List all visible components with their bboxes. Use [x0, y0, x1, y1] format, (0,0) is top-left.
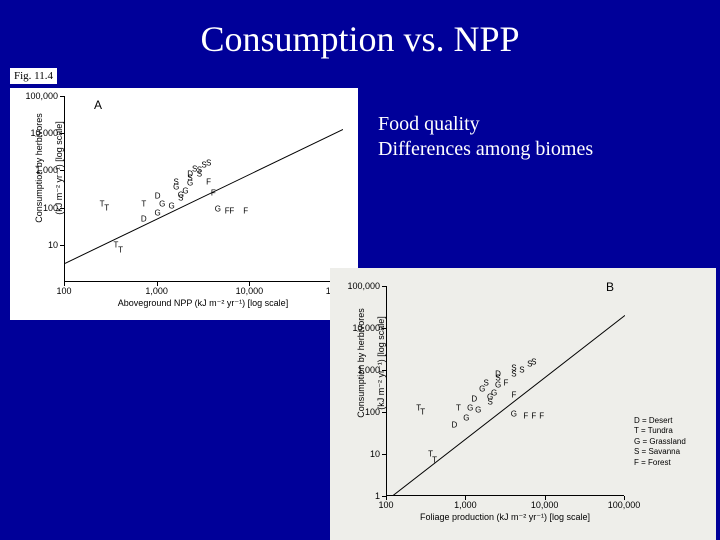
data-point: T — [432, 456, 437, 465]
tick-y — [382, 454, 386, 455]
data-point: F — [539, 412, 544, 421]
data-point: G — [495, 380, 501, 389]
data-point: G — [463, 414, 469, 423]
data-point: F — [531, 412, 536, 421]
trend-line — [65, 129, 343, 263]
data-point: D — [495, 370, 501, 379]
data-point: S — [531, 357, 536, 366]
legend-b: D = DesertT = TundraG = GrasslandS = Sav… — [634, 416, 686, 468]
data-point: G — [475, 405, 481, 414]
subtitle: Food quality Differences among biomes — [378, 112, 593, 162]
tick-label-y: 1,000 — [18, 165, 58, 175]
data-point: D — [141, 214, 147, 223]
tick-label-x: 100,000 — [604, 500, 644, 510]
tick-label-y: 1,000 — [340, 365, 380, 375]
tick-y — [60, 96, 64, 97]
trend-line — [387, 315, 625, 496]
slide-title: Consumption vs. NPP — [0, 0, 720, 60]
data-point: G — [187, 179, 193, 188]
tick-y — [382, 370, 386, 371]
tick-label-x: 1,000 — [445, 500, 485, 510]
subtitle-line1: Food quality — [378, 112, 593, 137]
trendline-b — [387, 286, 625, 496]
tick-label-y: 100 — [340, 407, 380, 417]
data-point: S — [483, 378, 488, 387]
data-point: F — [243, 207, 248, 216]
data-point: G — [511, 410, 517, 419]
data-point: G — [155, 209, 161, 218]
tick-y — [60, 245, 64, 246]
tick-label-y: 100,000 — [18, 91, 58, 101]
tick-y — [60, 208, 64, 209]
tick-label-x: 10,000 — [525, 500, 565, 510]
data-point: S — [519, 366, 524, 375]
chart-panel-a: A TTTTDTDGGGGSSGGSDGSSSSSFFGFFF Consumpt… — [10, 88, 358, 320]
tick-label-y: 100,000 — [340, 281, 380, 291]
xlabel-a: Aboveground NPP (kJ m⁻² yr⁻¹) [log scale… — [64, 298, 342, 309]
tick-y — [382, 412, 386, 413]
tick-label-y: 100 — [18, 203, 58, 213]
data-point: F — [504, 378, 509, 387]
tick-y — [60, 133, 64, 134]
data-point: T — [456, 403, 461, 412]
legend-item: G = Grassland — [634, 437, 686, 447]
data-point: T — [118, 246, 123, 255]
legend-item: T = Tundra — [634, 426, 686, 436]
plot-area-a: TTTTDTDGGGGSSGGSDGSSSSSFFGFFF — [64, 96, 342, 282]
subtitle-line2: Differences among biomes — [378, 137, 593, 162]
data-point: D — [471, 395, 477, 404]
data-point: T — [104, 203, 109, 212]
data-point: F — [523, 412, 528, 421]
data-point: F — [211, 188, 216, 197]
tick-label-y: 10,000 — [18, 128, 58, 138]
plot-area-b: TTTTDTGGDGGSSGGSDGFSFSGSFSSFF — [386, 286, 624, 496]
legend-item: S = Savanna — [634, 447, 686, 457]
data-point: G — [467, 403, 473, 412]
tick-label-y: 10,000 — [340, 323, 380, 333]
tick-label-x: 100 — [44, 286, 84, 296]
figure-label: Fig. 11.4 — [10, 68, 57, 84]
data-point: T — [141, 199, 146, 208]
data-point: S — [174, 177, 179, 186]
tick-label-y: 10 — [18, 240, 58, 250]
chart-panel-b: B TTTTDTGGDGGSSGGSDGFSFSGSFSSFF Consumpt… — [330, 268, 716, 540]
data-point: F — [229, 207, 234, 216]
tick-label-x: 10,000 — [229, 286, 269, 296]
data-point: F — [206, 177, 211, 186]
data-point: G — [159, 199, 165, 208]
tick-label-x: 1,000 — [137, 286, 177, 296]
data-point: F — [511, 391, 516, 400]
data-point: S — [511, 370, 516, 379]
trendline-a — [65, 96, 343, 282]
tick-label-y: 10 — [340, 449, 380, 459]
legend-item: F = Forest — [634, 458, 686, 468]
tick-label-x: 100 — [366, 500, 406, 510]
tick-y — [382, 286, 386, 287]
xlabel-b: Foliage production (kJ m⁻² yr⁻¹) [log sc… — [386, 512, 624, 523]
data-point: G — [215, 205, 221, 214]
tick-y — [60, 170, 64, 171]
data-point: S — [206, 158, 211, 167]
legend-item: D = Desert — [634, 416, 686, 426]
data-point: D — [452, 420, 458, 429]
data-point: G — [168, 201, 174, 210]
data-point: G — [491, 389, 497, 398]
tick-y — [382, 328, 386, 329]
data-point: T — [420, 408, 425, 417]
